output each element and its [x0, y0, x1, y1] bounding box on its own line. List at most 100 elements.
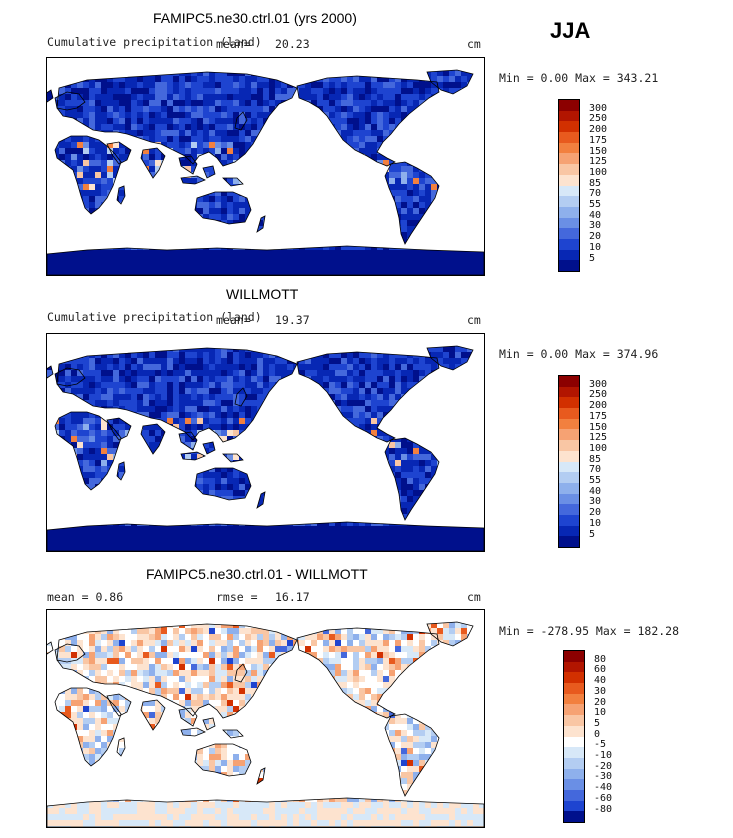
- colorbar-label: 175: [589, 410, 608, 422]
- colorbar-label: 60: [594, 664, 607, 676]
- units-label: cm: [467, 37, 481, 51]
- coastline-greenland: [426, 69, 474, 95]
- min-max-label: Min = 0.00 Max = 343.21: [499, 71, 659, 85]
- colorbar-swatch: [559, 228, 579, 239]
- coastline-australia: [194, 191, 252, 225]
- colorbar-swatch: [559, 525, 579, 537]
- mean-value: 19.37: [275, 313, 310, 327]
- colorbar-swatch: [559, 249, 579, 261]
- colorbar-swatch: [564, 693, 584, 705]
- colorbar-label: 20: [594, 696, 607, 708]
- colorbar-swatch: [559, 260, 579, 271]
- colorbar-swatch: [559, 121, 579, 133]
- coastline-australia: [194, 743, 252, 777]
- coastline-seasia: [178, 155, 198, 175]
- coastline-antarctica: [47, 797, 484, 827]
- coastline-africa: [54, 135, 122, 215]
- coastline-indonesia: [180, 175, 206, 185]
- colorbar-swatch: [564, 725, 584, 737]
- colorbar-label: 40: [589, 485, 602, 497]
- colorbar-label: -30: [594, 771, 613, 783]
- colorbar-label: 250: [589, 389, 608, 401]
- colorbar-swatch: [564, 715, 584, 726]
- coastline-japan: [234, 663, 248, 683]
- colorbar-swatch: [559, 153, 579, 165]
- colorbar-swatch: [559, 100, 579, 111]
- colorbar-swatch: [559, 164, 579, 175]
- colorbar-swatch: [564, 757, 584, 769]
- coastline-madagascar: [116, 185, 126, 205]
- colorbar-label: 175: [589, 134, 608, 146]
- coastline-nz: [256, 767, 266, 785]
- coastline-southamerica: [384, 161, 440, 245]
- season-label: JJA: [550, 18, 591, 43]
- colorbar-swatch: [564, 651, 584, 662]
- colorbar-swatch: [559, 536, 579, 547]
- panel-subtitle: Cumulative precipitation (land): [47, 35, 262, 49]
- coastline-seasia: [178, 707, 198, 727]
- mean-label: mean=: [216, 37, 251, 51]
- colorbar-label: -60: [594, 792, 613, 804]
- coastline-borneo: [202, 441, 216, 455]
- land-field: [47, 346, 484, 551]
- colorbar-swatch: [564, 661, 584, 673]
- colorbar-swatch: [564, 800, 584, 812]
- coastline-greenland: [426, 345, 474, 371]
- colorbar-swatch: [564, 736, 584, 748]
- colorbar-swatch: [559, 493, 579, 505]
- colorbar-label: 20: [589, 507, 602, 519]
- coastline-australia: [194, 467, 252, 501]
- colorbar-swatch: [559, 397, 579, 409]
- colorbar-label: 0: [594, 728, 601, 740]
- coastline-madagascar: [116, 461, 126, 481]
- colorbar-label: 100: [589, 442, 608, 454]
- colorbar-swatch: [559, 450, 579, 462]
- coastline-southamerica: [384, 713, 440, 797]
- colorbar-swatches: [563, 650, 585, 823]
- coastline-arabia: [106, 417, 132, 441]
- colorbar-swatch: [559, 440, 579, 451]
- coastline-indonesia: [180, 451, 206, 461]
- coastline-nz: [256, 491, 266, 509]
- coastline-europeW: [54, 367, 86, 387]
- colorbar-label: 80: [594, 653, 607, 665]
- coastline-ng: [222, 177, 244, 187]
- coastline-antarctica: [47, 521, 484, 551]
- coastline-borneo: [202, 165, 216, 179]
- panel-title: WILLMOTT: [226, 286, 299, 302]
- coastline-northamerica: [296, 351, 440, 443]
- coastline-japan: [234, 111, 248, 131]
- panel-title: FAMIPC5.ne30.ctrl.01 - WILLMOTT: [146, 566, 368, 582]
- colorbar-label: -10: [594, 750, 613, 761]
- colorbar-swatch: [564, 747, 584, 758]
- colorbar-swatch: [564, 672, 584, 684]
- colorbar-label: 150: [589, 145, 608, 157]
- colorbar-swatch: [564, 768, 584, 780]
- colorbar-swatch: [559, 418, 579, 430]
- colorbar-swatch: [564, 811, 584, 822]
- coastline-madagascar: [116, 737, 126, 757]
- coastline-europeW: [54, 643, 86, 663]
- map-panel-model: [46, 57, 485, 276]
- coastline-eurasia: [56, 347, 298, 443]
- colorbar-label: 125: [589, 432, 608, 444]
- colorbar-label: -40: [594, 782, 613, 794]
- colorbar-label: 30: [594, 685, 607, 697]
- map-panel-observations: [46, 333, 485, 552]
- coastline-uk: [47, 365, 54, 379]
- colorbar-label: 200: [589, 400, 608, 412]
- colorbar-swatch: [559, 185, 579, 197]
- colorbar-label: 30: [589, 496, 602, 508]
- colorbar-swatch: [559, 238, 579, 250]
- units-label: cm: [467, 590, 481, 604]
- coastline-india: [140, 423, 166, 455]
- colorbar-label: 5: [589, 252, 596, 264]
- colorbar-label: 200: [589, 124, 608, 136]
- coastline-uk: [47, 641, 54, 655]
- colorbar-label: 85: [589, 453, 602, 465]
- coastline-ng: [222, 729, 244, 739]
- colorbar-label: 150: [589, 421, 608, 433]
- coastline-eurasia: [56, 623, 298, 719]
- colorbar-swatch: [559, 482, 579, 494]
- colorbar-swatch: [559, 386, 579, 398]
